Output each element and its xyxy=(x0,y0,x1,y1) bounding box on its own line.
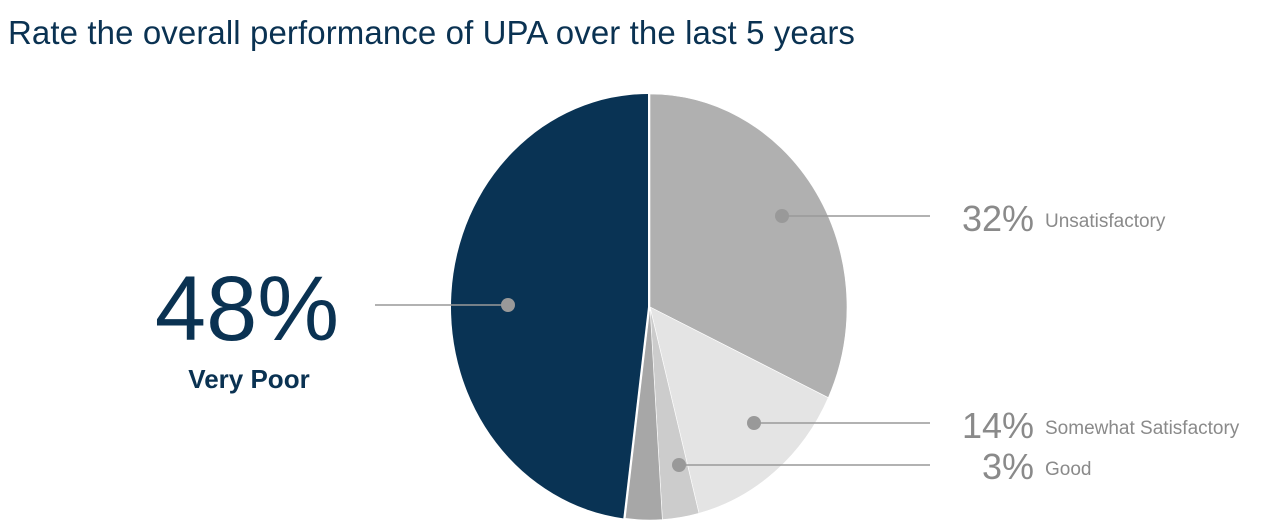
marker-good xyxy=(672,458,686,472)
category-label-unsatisfactory: Unsatisfactory xyxy=(1045,211,1166,232)
pie-slices xyxy=(451,93,848,521)
slice-remainder xyxy=(624,306,663,521)
marker-unsatisfactory xyxy=(775,209,789,223)
slice-unsatisfactory xyxy=(649,93,848,399)
leader-lines xyxy=(375,209,930,472)
category-label-very-poor: Very Poor xyxy=(188,364,309,394)
category-label-good: Good xyxy=(1045,459,1091,480)
value-label-very-poor: 48% xyxy=(155,258,339,360)
value-label-unsatisfactory: 32% xyxy=(962,198,1034,239)
value-label-somewhat-satisfactory: 14% xyxy=(962,405,1034,446)
value-label-good: 3% xyxy=(982,446,1034,487)
chart-title: Rate the overall performance of UPA over… xyxy=(8,14,856,51)
category-label-somewhat-satisfactory: Somewhat Satisfactory xyxy=(1045,418,1240,439)
slice-very-poor xyxy=(451,94,648,519)
slice-labels: 48% Very Poor 32% Unsatisfactory 14% Somewhat… xyxy=(155,198,1240,487)
marker-somewhat-satisfactory xyxy=(747,416,761,430)
marker-very-poor xyxy=(501,298,515,312)
slice-somewhat-satisfactory xyxy=(649,306,829,514)
